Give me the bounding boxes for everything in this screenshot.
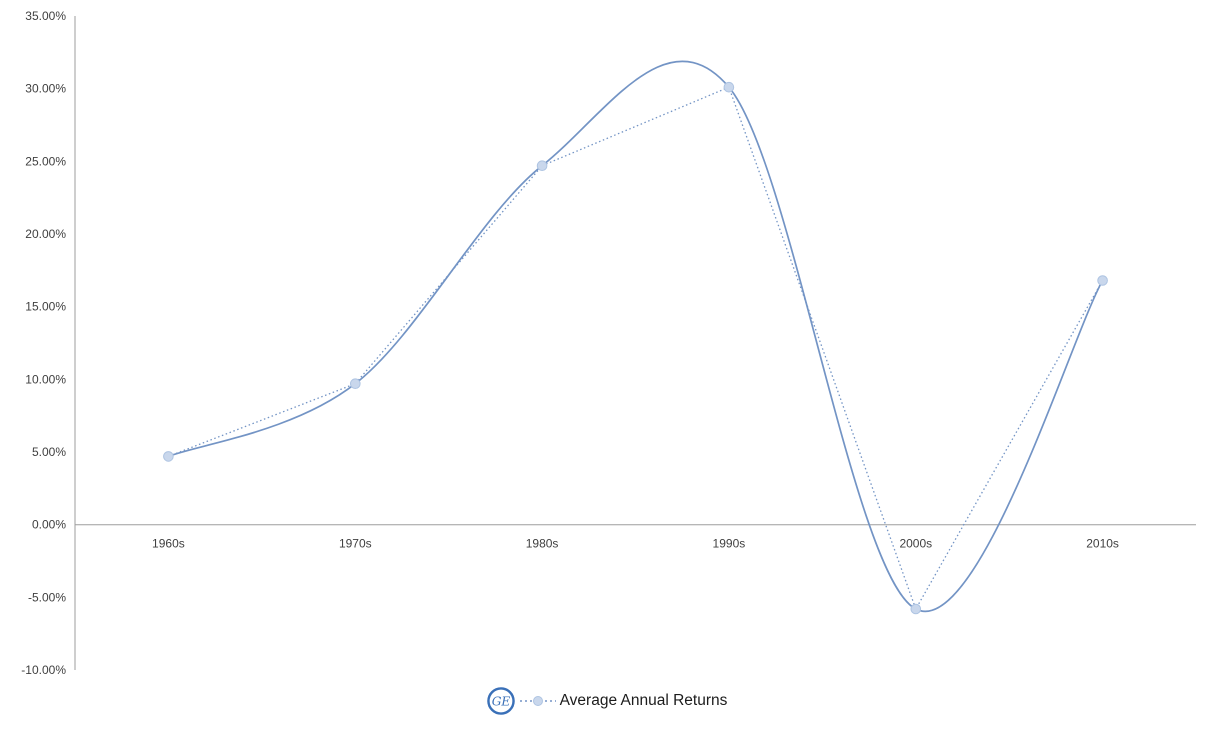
data-point-marker	[1097, 275, 1108, 286]
x-tick-label: 2010s	[1086, 537, 1119, 551]
data-point-marker	[163, 451, 174, 462]
x-tick-label: 2000s	[899, 537, 932, 551]
chart-plot-area: 35.00% 30.00% 25.00% 20.00% 15.00% 10.00% 5.00…	[21, 9, 1196, 676]
x-tick-label: 1980s	[526, 537, 559, 551]
y-tick-label: 5.00%	[32, 445, 66, 459]
x-tick-label: 1970s	[339, 537, 372, 551]
y-tick-label: -5.00%	[28, 590, 66, 604]
ge-logo-icon: GE	[486, 687, 515, 715]
y-tick-label: 0.00%	[32, 518, 66, 532]
y-tick-label: 10.00%	[25, 372, 66, 386]
ge-monogram: GE	[491, 695, 510, 709]
y-tick-label: 25.00%	[25, 154, 66, 168]
y-tick-label: 20.00%	[25, 227, 66, 241]
y-tick-label: 35.00%	[25, 9, 66, 23]
data-point-marker	[910, 603, 922, 615]
series-smooth-line	[167, 60, 1104, 613]
chart-legend: GE Average Annual Returns	[0, 686, 1213, 716]
legend-label: Average Annual Returns	[559, 692, 728, 709]
data-point-marker	[350, 378, 361, 390]
x-tick-label: 1960s	[152, 537, 185, 551]
x-tick-label: 1990s	[713, 537, 746, 551]
data-point-marker	[536, 160, 548, 171]
y-tick-label: 30.00%	[25, 82, 66, 96]
y-tick-label: -10.00%	[21, 663, 66, 676]
legend-marker-icon	[519, 696, 556, 706]
data-point-marker	[723, 81, 735, 93]
series-dotted-line	[168, 86, 1104, 611]
y-tick-label: 15.00%	[25, 300, 66, 314]
